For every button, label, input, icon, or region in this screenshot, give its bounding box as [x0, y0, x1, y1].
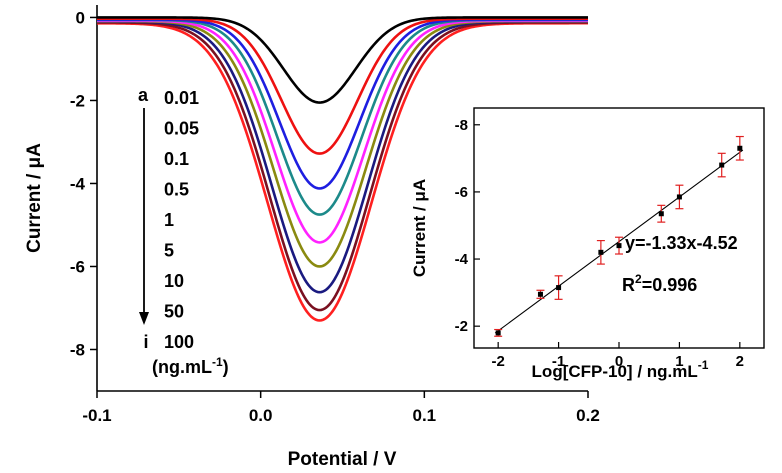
inset-ticks: -2 -1 0 1 2 -2 -4 -6 -8 [455, 117, 744, 370]
data-point [556, 285, 562, 291]
inset-x-tick-label: 1 [675, 353, 683, 370]
inset-x-tick-label: -1 [552, 353, 565, 370]
legend-arrow-head [139, 312, 149, 325]
inset-points [494, 135, 744, 337]
inset-x-tick-label: 0 [615, 353, 623, 370]
main-y-tick-label: -6 [70, 257, 85, 276]
legend-entry: 1 [164, 210, 174, 230]
legend-entry: 100 [164, 332, 194, 352]
main-curves [97, 16, 588, 322]
main-x-tick-label: 0.0 [249, 406, 273, 425]
legend-entries: 0.01 0.05 0.1 0.5 1 5 10 50 100 [164, 88, 199, 352]
inset-x-tick-label: 2 [736, 353, 744, 370]
legend-entry: 0.5 [164, 180, 189, 200]
fit-r-squared: R2=0.996 [622, 272, 697, 295]
inset-y-axis-label: Current / μA [410, 179, 429, 277]
legend-entry: 0.1 [164, 149, 189, 169]
legend-entry: 0.01 [164, 88, 199, 108]
legend-end-letter: i [143, 332, 148, 352]
data-point [676, 194, 682, 200]
legend-entry: 0.05 [164, 119, 199, 139]
inset-y-tick-label: -6 [455, 184, 468, 201]
curve-a [97, 16, 588, 104]
legend-entry: 10 [164, 271, 184, 291]
main-x-axis-label: Potential / V [288, 449, 397, 470]
legend-start-letter: a [138, 85, 149, 105]
data-point [719, 162, 725, 168]
main-y-tick-label: -8 [70, 340, 85, 359]
legend-entry: 50 [164, 302, 184, 322]
main-x-tick-label: -0.1 [82, 406, 111, 425]
inset-y-tick-label: -2 [455, 318, 468, 335]
main-x-tick-label: 0.1 [413, 406, 437, 425]
main-y-tick-label: 0 [76, 8, 85, 27]
legend-unit: (ng.mL-1) [152, 355, 229, 377]
main-y-tick-label: -4 [70, 174, 86, 193]
fit-equation: y=-1.33x-4.52 [625, 233, 738, 253]
main-ticks: -0.1 0.0 0.1 0.2 0 -2 -4 -6 -8 [70, 8, 600, 425]
data-point [616, 243, 622, 249]
inset-x-tick-label: -2 [491, 353, 504, 370]
main-x-tick-label: 0.2 [576, 406, 600, 425]
data-point [598, 249, 604, 255]
inset-y-tick-label: -4 [455, 251, 469, 268]
inset-y-tick-label: -8 [455, 117, 468, 134]
main-y-axis-label: Current / μA [24, 143, 45, 253]
data-point [658, 211, 664, 217]
data-point [537, 291, 543, 297]
data-point [737, 145, 743, 151]
inset-frame [473, 107, 765, 349]
inset-x-axis-label: Log[CFP-10] / ng.mL-1 [532, 358, 709, 381]
data-point [495, 330, 501, 336]
legend-entry: 5 [164, 241, 174, 261]
main-y-tick-label: -2 [70, 91, 85, 110]
